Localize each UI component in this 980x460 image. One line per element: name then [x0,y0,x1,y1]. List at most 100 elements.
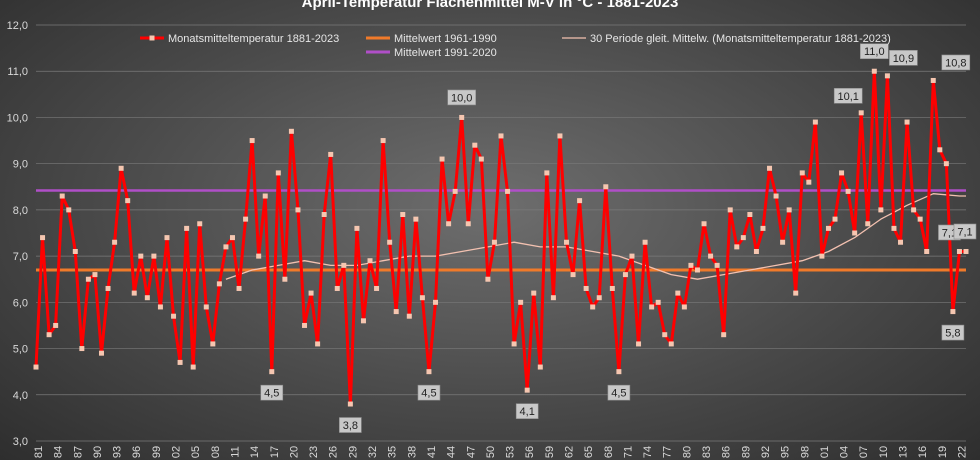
data-point [721,332,727,338]
data-point [884,73,890,79]
data-point [236,285,242,291]
data-point [118,165,124,171]
data-callout: 3,8 [339,417,362,433]
legend-entry: Mittelwert 1961-1990 [366,33,497,45]
x-tick-label: 62 [563,446,575,458]
data-point [891,225,897,231]
data-point [570,272,576,278]
data-point [138,253,144,259]
data-point [157,304,163,310]
data-label: 4,5 [421,388,436,400]
data-point [629,253,635,259]
x-tick-label: 86 [721,446,733,458]
callout-box [941,324,965,341]
data-point [413,216,419,222]
data-point [550,295,556,301]
data-label: 5,8 [945,328,960,340]
data-point [531,290,537,296]
y-tick-label: 12,0 [7,20,28,32]
data-point [275,170,281,176]
data-point [799,170,805,176]
data-callout: 10,8 [941,54,971,71]
callout-box [833,88,863,104]
data-point [832,216,838,222]
data-point [433,299,439,305]
data-point [917,216,923,222]
x-tick-label: 16 [917,446,929,458]
data-point [105,285,111,291]
data-point [249,138,255,144]
data-point [46,332,52,338]
data-point [347,401,353,407]
callout-box [889,50,918,66]
data-point [616,369,622,375]
callout-box [941,54,971,71]
data-callout: 5,8 [941,324,965,341]
data-point [446,221,452,227]
x-tick-label: 89 [740,446,752,458]
data-point [459,114,465,120]
legend-entry: 30 Periode gleit. Mittelw. (Monatsmittel… [562,33,891,45]
data-label: 3,8 [343,420,358,432]
x-tick-label: 71 [622,446,634,458]
data-callout: 11,0 [860,43,889,60]
data-label: 10,0 [451,92,472,104]
data-point [302,322,308,328]
data-point [478,156,484,162]
data-point [642,239,648,245]
y-axis-ticks: 3,0 4,0 5,0 6,0 7,0 8,0 9,0 10,0 11,0 12,0 [7,20,28,448]
y-tick-label: 11,0 [7,66,28,78]
data-point [930,77,936,83]
data-point [85,276,91,282]
x-tick-label: 84 [53,446,65,458]
data-point [636,341,642,347]
data-point [518,299,524,305]
data-point [793,290,799,296]
callout-box [607,384,631,401]
data-point [243,216,249,222]
data-point [406,313,412,319]
x-tick-label: 87 [72,446,84,458]
data-point [871,68,877,74]
data-point [668,341,674,347]
x-tick-label: 92 [760,446,772,458]
data-point [786,207,792,213]
y-tick-label: 5,0 [13,344,28,356]
data-label: 7,1 [942,227,957,239]
data-point [269,369,275,375]
callout-box [417,384,441,401]
x-tick-label: 98 [799,446,811,458]
x-tick-label: 56 [524,446,536,458]
data-point [498,133,504,139]
x-tick-label: 08 [210,446,222,458]
data-callout: 4,5 [607,384,631,401]
data-point [328,151,334,157]
legend-label: Mittelwert 1961-1990 [394,33,497,45]
x-tick-label: 20 [288,446,300,458]
x-tick-label: 99 [151,446,163,458]
data-point [53,322,59,328]
data-point [911,207,917,213]
data-point [662,332,668,338]
data-point [622,272,628,278]
data-point [315,341,321,347]
chart-title: April-Temperatur Flächenmittel M-V in °C… [302,0,679,11]
data-point [308,290,314,296]
data-point [190,364,196,370]
data-point [655,299,661,305]
annotations: 4,5 3,8 4,5 10,0 4,1 4,5 10,1 11,0 10,9 10,8 5,8 7,… [260,43,977,433]
data-point [354,225,360,231]
data-callout: 7,1 [953,223,977,240]
legend-label: Monatsmitteltemperatur 1881-2023 [168,33,339,45]
data-label: 10,1 [838,91,859,103]
data-point [367,258,373,264]
data-point [544,170,550,176]
data-label: 4,1 [520,406,535,418]
data-point [714,262,720,268]
x-tick-label: 96 [131,446,143,458]
x-tick-label: 05 [190,446,202,458]
y-tick-label: 7,0 [13,251,28,263]
data-point [341,262,347,268]
